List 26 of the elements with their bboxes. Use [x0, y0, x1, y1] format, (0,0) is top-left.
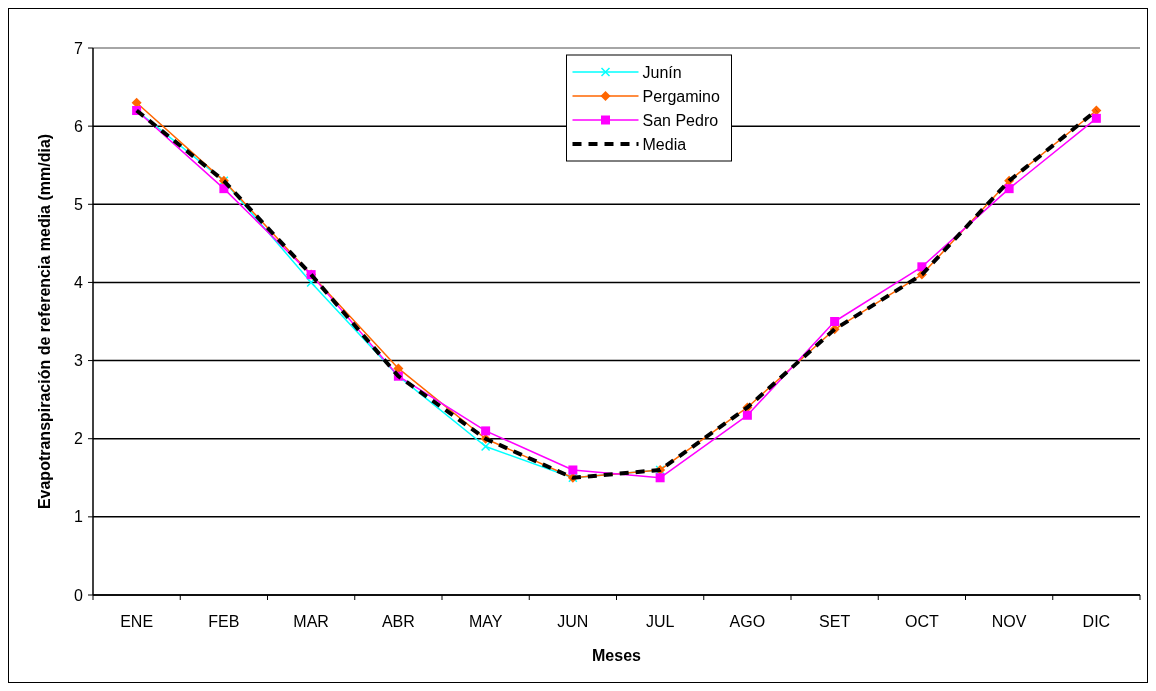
x-tick-label: JUL: [645, 613, 675, 630]
y-tick-label: 2: [74, 430, 84, 448]
legend-label: Pergamino: [642, 87, 720, 105]
y-tick-label: 5: [74, 195, 84, 213]
y-tick-label: 3: [74, 352, 84, 370]
legend-label: San Pedro: [642, 111, 719, 129]
x-tick-label: FEB: [208, 613, 240, 630]
x-tick-label: ENE: [120, 613, 154, 630]
y-tick-label: 0: [74, 586, 84, 604]
y-tick-label: 1: [74, 508, 84, 526]
y-tick-label: 7: [74, 39, 84, 57]
x-tick-label: MAR: [293, 613, 329, 630]
x-tick-label: DIC: [1082, 613, 1111, 630]
y-tick-label: 6: [74, 117, 84, 135]
x-tick-label: NOV: [991, 613, 1027, 630]
x-tick-label: MAY: [468, 613, 503, 630]
y-tick-label: 4: [74, 274, 84, 292]
legend-label: Media: [642, 135, 687, 153]
x-axis-title: Meses: [592, 647, 642, 664]
x-tick-label: SET: [819, 613, 851, 630]
x-tick-label: JUN: [557, 613, 589, 630]
x-tick-label: ABR: [381, 613, 415, 630]
y-axis-title: Evapotranspiración de referencia media (mm/dia): [36, 133, 53, 510]
x-tick-label: AGO: [729, 613, 766, 630]
legend-label: Junín: [642, 63, 682, 81]
x-tick-label: OCT: [904, 613, 939, 630]
